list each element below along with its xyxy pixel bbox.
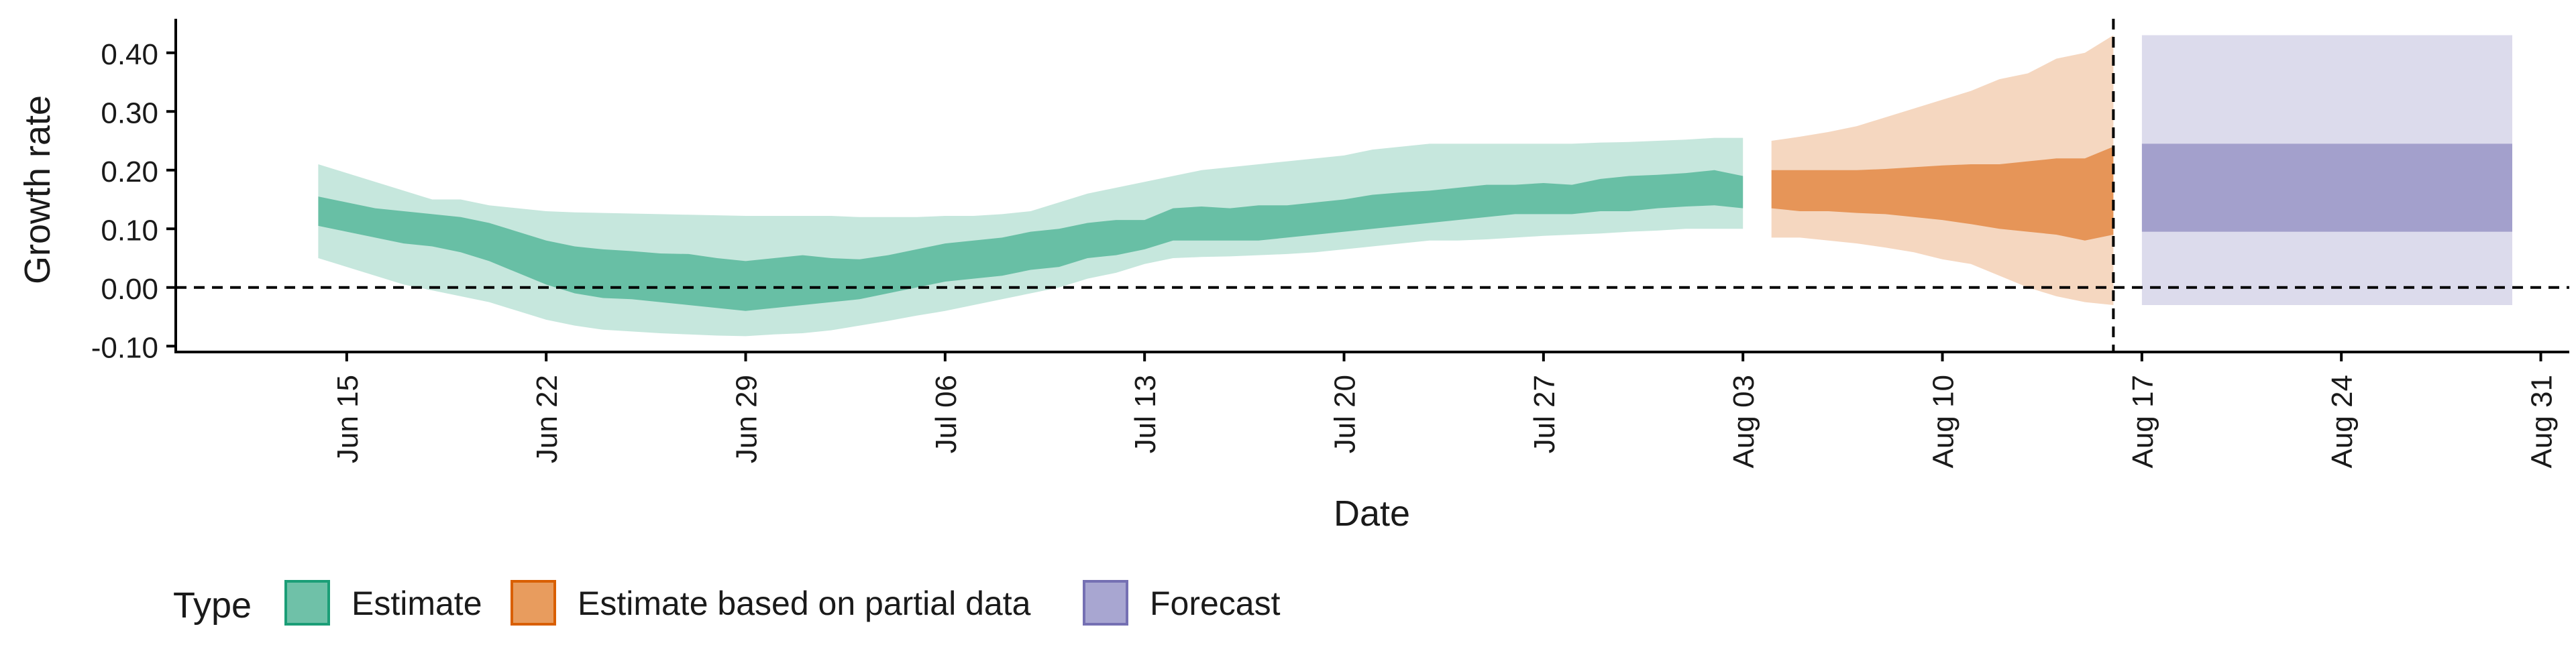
y-tick-label: 0.20: [101, 156, 158, 188]
x-axis-title: Date: [1334, 493, 1410, 534]
legend-label-forecast: Forecast: [1150, 585, 1281, 622]
band-layer: [318, 35, 2512, 337]
legend-label-estimate-based-on-partial-data: Estimate based on partial data: [578, 585, 1031, 622]
y-tick-label: 0.30: [101, 97, 158, 129]
estimate-based-on-partial-data-band-50: [1771, 146, 2114, 241]
legend-swatch-estimate: [284, 580, 330, 626]
y-axis-title: Growth rate: [17, 95, 58, 284]
tick-layer: 0.40 0.30 0.20 0.10 0.00 -0.10 Jun 15 Jun 22 Jun…: [91, 38, 2559, 469]
x-tick-label: Aug 03: [1727, 375, 1760, 468]
legend-title: Type: [173, 585, 252, 626]
x-tick-label: Jul 13: [1129, 375, 1162, 453]
estimate-band-50: [318, 170, 1743, 311]
reference-lines: [176, 19, 2569, 352]
x-tick-label: Aug 10: [1927, 375, 1960, 468]
x-tick-label: Jun 22: [531, 375, 564, 463]
x-tick-label: Aug 24: [2326, 375, 2359, 468]
y-tick-label: 0.10: [101, 214, 158, 247]
legend-swatch-forecast: [1083, 580, 1128, 626]
x-tick-label: Jun 15: [331, 375, 364, 463]
legend-label-estimate: Estimate: [352, 585, 482, 622]
x-tick-label: Aug 17: [2127, 375, 2159, 468]
legend-swatch-estimate-based-on-partial-data: [511, 580, 556, 626]
x-tick-label: Jul 20: [1329, 375, 1362, 453]
y-tick-label: 0.00: [101, 273, 158, 306]
legend: Type Estimate Estimate based on partial d…: [173, 580, 1281, 626]
x-tick-label: Jul 06: [930, 375, 963, 453]
forecast-band-50: [2141, 143, 2512, 232]
axes-layer: [174, 19, 2569, 353]
x-tick-label: Aug 31: [2526, 375, 2559, 468]
x-tick-label: Jun 29: [731, 375, 763, 463]
x-tick-label: Jul 27: [1528, 375, 1561, 453]
y-tick-label: -0.10: [91, 331, 158, 364]
y-tick-label: 0.40: [101, 38, 158, 71]
